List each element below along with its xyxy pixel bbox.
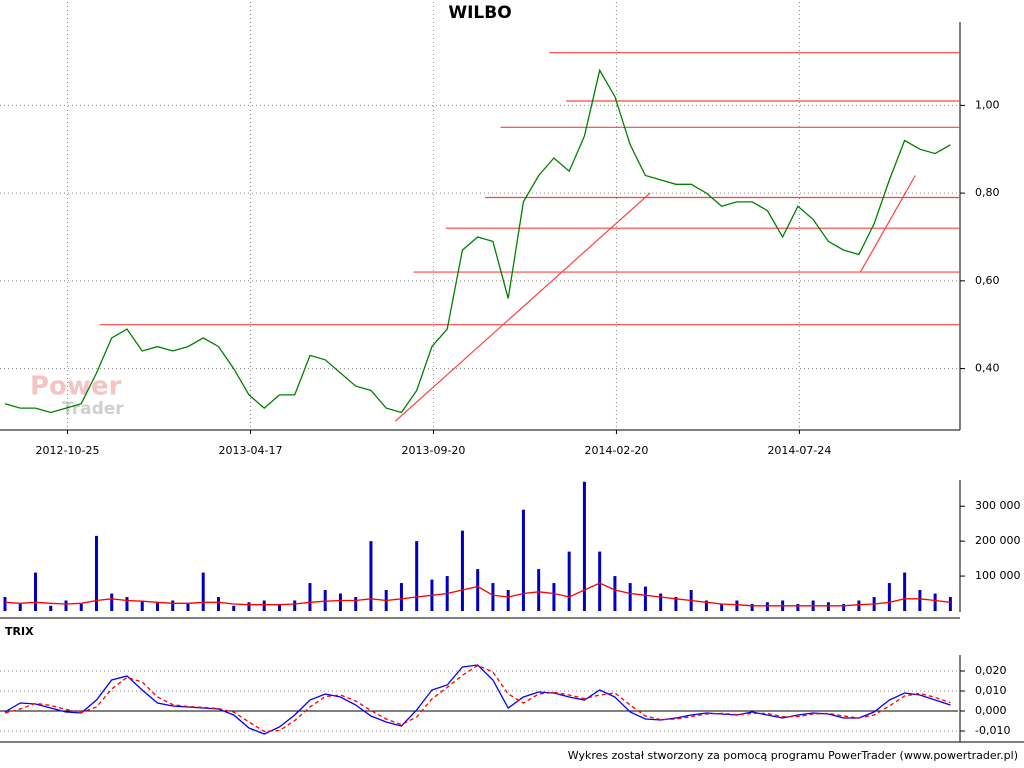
y-tick-label: 0,40	[975, 362, 1000, 375]
watermark: Power	[30, 372, 122, 402]
y-tick-label: 0,010	[975, 684, 1007, 697]
bar	[3, 597, 7, 611]
bar	[567, 551, 571, 611]
data-line	[4, 68, 951, 414]
bar	[735, 600, 739, 611]
data-line	[4, 664, 951, 735]
bar	[613, 576, 617, 611]
data-line	[394, 192, 651, 422]
y-tick-label: 0,80	[975, 186, 1000, 199]
bar	[826, 602, 830, 611]
bar	[887, 583, 891, 611]
bar	[277, 604, 281, 611]
chart-title: WILBO	[448, 3, 511, 23]
bar	[201, 572, 205, 611]
data-line	[859, 175, 916, 273]
bar	[521, 509, 525, 611]
y-tick-label: 0,020	[975, 664, 1007, 677]
bar	[110, 593, 114, 611]
footer: Wykres został stworzony za pomocą progra…	[568, 749, 1018, 762]
bar	[232, 605, 236, 611]
bar	[399, 583, 403, 611]
bar	[262, 600, 266, 611]
bar	[857, 600, 861, 611]
bar	[155, 602, 159, 611]
bar	[247, 602, 251, 611]
bar	[903, 572, 907, 611]
bar	[750, 604, 754, 611]
bar	[125, 597, 129, 611]
x-tick-label: 2013-09-20	[402, 444, 466, 457]
bar	[476, 569, 480, 611]
bar	[354, 597, 358, 611]
bar	[720, 604, 724, 611]
bar	[704, 600, 708, 611]
bar	[216, 597, 220, 611]
bar	[64, 600, 68, 611]
y-tick-label: -0,010	[975, 724, 1010, 737]
bar	[460, 530, 464, 611]
data-line	[4, 582, 951, 607]
y-tick-label: 100 000	[975, 569, 1021, 582]
bar	[140, 600, 144, 611]
x-tick-label: 2014-02-20	[584, 444, 648, 457]
y-tick-label: 200 000	[975, 534, 1021, 547]
bar	[338, 593, 342, 611]
bar	[33, 572, 37, 611]
bar	[765, 602, 769, 611]
bar	[842, 604, 846, 611]
bar	[948, 597, 952, 611]
x-tick-label: 2014-07-24	[767, 444, 831, 457]
bar	[552, 583, 556, 611]
watermark: Trader	[62, 399, 124, 419]
bar	[506, 590, 510, 611]
bar	[308, 583, 312, 611]
bar	[796, 604, 800, 611]
bar	[674, 597, 678, 611]
y-tick-label: 0,000	[975, 704, 1007, 717]
bar	[659, 593, 663, 611]
bar	[933, 593, 937, 611]
y-tick-label: 300 000	[975, 499, 1021, 512]
x-tick-label: 2012-10-25	[36, 444, 100, 457]
bar	[79, 604, 83, 611]
y-tick-label: 0,60	[975, 274, 1000, 287]
bar	[491, 583, 495, 611]
bar	[94, 535, 98, 611]
bar	[293, 600, 297, 611]
bar	[643, 586, 647, 611]
x-tick-label: 2013-04-17	[219, 444, 283, 457]
bar	[323, 590, 327, 611]
bar	[18, 604, 22, 611]
bar	[49, 605, 53, 611]
y-tick-label: 1,00	[975, 98, 1000, 111]
bar	[628, 583, 632, 611]
bar	[415, 541, 419, 611]
bar	[537, 569, 541, 611]
bar	[918, 590, 922, 611]
bar	[186, 604, 190, 611]
bar	[582, 481, 586, 611]
bar	[369, 541, 373, 611]
panel-title: TRIX	[5, 625, 34, 638]
bar	[171, 600, 175, 611]
bar	[598, 551, 602, 611]
